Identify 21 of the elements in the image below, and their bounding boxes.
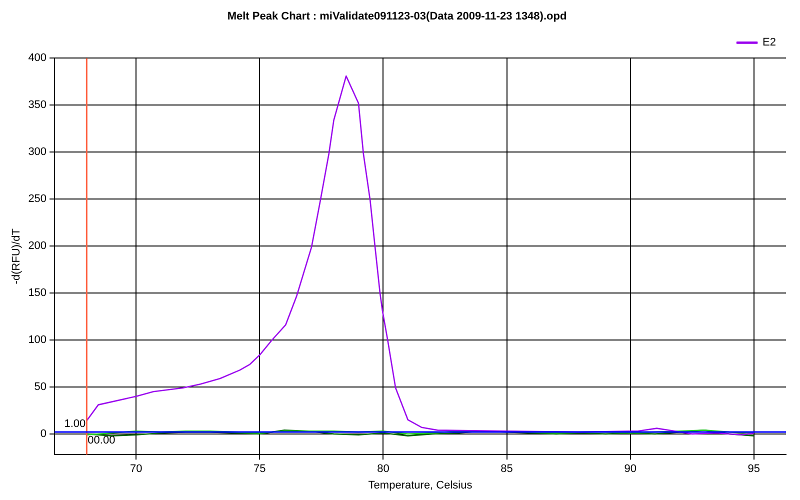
y-tick-label: 200 [28,240,47,252]
x-tick-label: 95 [748,463,760,476]
annotation: 00.00 [88,434,116,446]
y-tick-label: 0 [40,428,47,440]
x-tick-label: 80 [377,463,390,476]
y-tick-label: 400 [28,52,47,64]
y-tick-label: 150 [28,287,47,300]
legend-label: E2 [762,36,776,49]
x-tick-label: 85 [500,463,513,476]
y-tick-label: 350 [28,99,47,112]
annotation: 1.00 [64,418,86,430]
y-tick-label: 50 [34,381,47,393]
x-tick-label: 75 [254,463,266,476]
y-axis-title: -d(RFU)/dT [10,228,23,284]
x-tick-label: 90 [624,463,636,476]
y-tick-label: 250 [28,193,47,206]
x-axis-title: Temperature, Celsius [368,479,473,492]
chart-title: Melt Peak Chart : miValidate091123-03(Data 2009-11-23 1348).opd [227,10,567,23]
x-tick-label: 70 [130,463,142,476]
y-tick-label: 300 [28,146,47,158]
y-tick-label: 100 [28,334,47,346]
